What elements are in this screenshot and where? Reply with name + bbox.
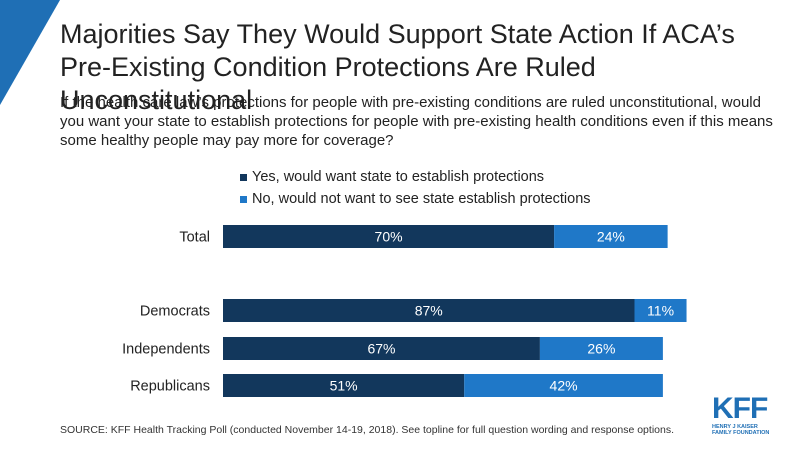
bar-segment-no [554, 225, 668, 248]
data-label: 26% [587, 341, 615, 357]
legend-item-no: No, would not want to see state establis… [240, 188, 591, 210]
bar-segment-yes [223, 225, 555, 248]
bar-segment-yes [223, 337, 540, 360]
bar-segment-no [634, 299, 687, 322]
category-label: Total [179, 230, 210, 246]
corner-accent [0, 0, 60, 105]
legend-label-yes: Yes, would want state to establish prote… [252, 169, 545, 185]
legend-swatch-no [240, 195, 247, 203]
logo-wordmark: KFF [712, 392, 768, 425]
data-label: 70% [375, 229, 403, 245]
data-label: 87% [415, 303, 443, 319]
category-label: Republicans [130, 379, 210, 395]
chart-subtitle: If the health care law’s protections for… [60, 94, 773, 149]
bar-segment-yes [223, 374, 465, 397]
category-label: Democrats [140, 304, 210, 320]
chart-title: Majorities Say They Would Support State … [60, 19, 735, 115]
kff-logo: KFF HENRY J KAISER FAMILY FOUNDATION [712, 392, 782, 437]
bar-segment-yes [223, 299, 635, 322]
legend-swatch-yes [240, 173, 247, 181]
bar-segment-no [539, 337, 663, 360]
category-label: Independents [122, 342, 210, 358]
data-label: 51% [330, 378, 358, 394]
data-label: 24% [597, 229, 625, 245]
data-label: 11% [647, 303, 674, 319]
legend-item-yes: Yes, would want state to establish prote… [240, 166, 591, 188]
bar-segment-no [464, 374, 663, 397]
source-note: SOURCE: KFF Health Tracking Poll (conduc… [60, 424, 674, 436]
logo-line-2: FAMILY FOUNDATION [712, 430, 770, 436]
legend: Yes, would want state to establish prote… [240, 166, 591, 210]
data-label: 67% [367, 341, 395, 357]
data-label: 42% [550, 378, 578, 394]
legend-label-no: No, would not want to see state establis… [252, 191, 591, 207]
logo-line-1: HENRY J KAISER [712, 424, 758, 430]
